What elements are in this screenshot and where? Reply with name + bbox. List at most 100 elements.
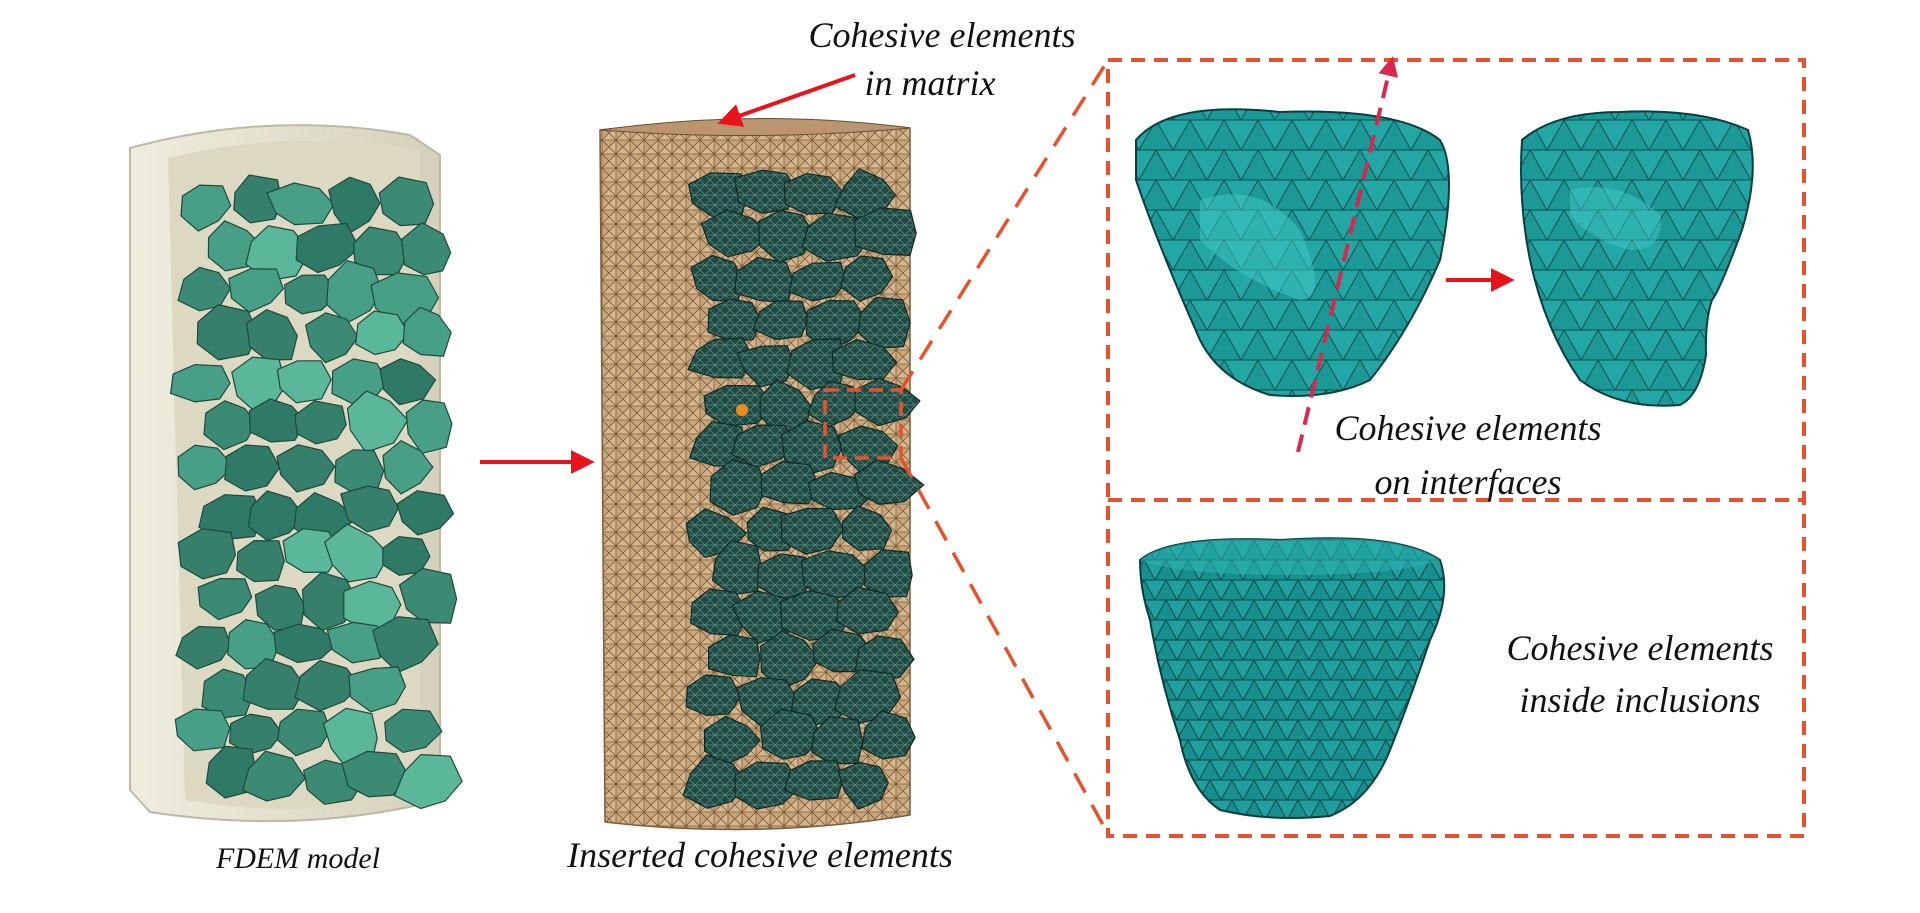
inserted-aggregates xyxy=(682,168,925,810)
aggregate-grain xyxy=(201,668,255,719)
aggregate-grain xyxy=(355,310,410,356)
inclusion-internal-mesh xyxy=(1138,537,1446,819)
aggregate-grain xyxy=(783,760,844,801)
aggregate-grain xyxy=(863,549,913,598)
aggregate-grain xyxy=(837,761,889,810)
aggregate-grain xyxy=(242,657,307,710)
aggregate-grain xyxy=(734,169,797,215)
aggregate-grain xyxy=(841,504,893,552)
aggregate-grain xyxy=(328,176,381,235)
aggregate-grain xyxy=(248,398,307,443)
aggregate-grain xyxy=(398,567,458,624)
aggregate-grain xyxy=(228,268,284,313)
caption-fdem-model: FDEM model xyxy=(215,842,381,875)
aggregate-grain xyxy=(266,182,335,226)
caption-inserted: Inserted cohesive elements xyxy=(567,835,953,875)
aggregate-grain xyxy=(228,713,284,755)
aggregate-grain xyxy=(276,708,331,757)
aggregate-grain xyxy=(284,274,339,315)
aggregate-grain xyxy=(245,225,311,282)
aggregate-grain xyxy=(198,494,263,541)
aggregate-grain xyxy=(711,539,763,596)
aggregate-grain xyxy=(861,710,916,760)
aggregate-grain xyxy=(384,708,443,754)
aggregate-grain xyxy=(175,625,232,670)
aggregate-grain xyxy=(405,399,453,454)
aggregate-grain xyxy=(379,358,437,406)
zoom-box xyxy=(823,388,903,460)
aggregate-grain xyxy=(326,621,388,664)
aggregate-grain xyxy=(854,207,917,257)
aggregate-grain xyxy=(242,750,307,802)
aggregate-grain xyxy=(853,459,925,505)
aggregate-grain xyxy=(294,659,361,712)
aggregate-grain xyxy=(169,363,231,403)
aggregate-grain xyxy=(707,298,763,342)
aggregate-grain xyxy=(341,750,410,798)
label-inclusions-line1: Cohesive elements xyxy=(1506,628,1774,668)
aggregate-grain xyxy=(811,716,864,765)
aggregate-grain xyxy=(294,400,347,445)
aggregate-grain xyxy=(382,439,434,495)
aggregate-grain xyxy=(788,261,847,302)
aggregate-grain xyxy=(757,209,814,264)
aggregate-grain xyxy=(807,380,863,428)
aggregate-grain xyxy=(730,424,796,469)
aggregate-grain xyxy=(348,666,407,713)
aggregate-grain xyxy=(836,586,900,635)
aggregate-grain xyxy=(236,539,285,583)
aggregate-grain xyxy=(295,222,361,274)
aggregate-grain xyxy=(246,309,298,361)
aggregate-grain xyxy=(759,708,823,760)
zoom-line-top xyxy=(899,59,1110,391)
label-interfaces-line1: Cohesive elements xyxy=(1334,408,1602,448)
label-matrix-line2: in matrix xyxy=(864,63,996,103)
fdem-model-cylinder xyxy=(129,124,463,823)
aggregate-grain xyxy=(752,300,809,341)
aggregate-grain xyxy=(401,221,452,276)
aggregate-grain xyxy=(177,444,235,491)
inclusion-after-split xyxy=(1520,110,1754,407)
fdem-aggregates xyxy=(169,174,463,810)
aggregate-grain xyxy=(402,306,452,357)
aggregate-grain xyxy=(396,490,455,536)
aggregate-grain xyxy=(734,761,803,810)
arrow-matrix-pointer xyxy=(717,73,856,127)
aggregate-grain xyxy=(372,616,439,674)
aggregate-grain xyxy=(393,753,463,810)
aggregate-grain xyxy=(203,400,257,451)
aggregate-grain xyxy=(174,708,231,752)
aggregate-grain xyxy=(273,623,340,664)
aggregate-grain xyxy=(687,337,755,379)
aggregate-grain xyxy=(700,209,772,258)
mesh-top xyxy=(599,118,911,137)
aggregate-grain xyxy=(177,528,237,580)
aggregate-grain xyxy=(197,577,253,621)
aggregate-grain xyxy=(780,507,845,555)
aggregate-grain xyxy=(682,754,748,809)
detail-frame xyxy=(1106,58,1806,838)
aggregate-grain xyxy=(326,259,384,324)
label-inclusions-line2: inside inclusions xyxy=(1519,680,1761,720)
aggregate-grain xyxy=(304,312,359,364)
aggregate-grain xyxy=(323,523,391,583)
aggregate-grain xyxy=(276,360,332,404)
aggregate-grain xyxy=(196,304,259,361)
label-matrix-line1: Cohesive elements xyxy=(808,15,1076,55)
aggregate-grain xyxy=(346,390,409,453)
aggregate-grain xyxy=(247,490,306,542)
aggregate-grain xyxy=(233,174,283,224)
aggregate-grain xyxy=(707,634,761,678)
aggregate-grain xyxy=(760,460,819,505)
inclusion-before-split xyxy=(1135,56,1450,453)
label-interfaces-line2: on interfaces xyxy=(1374,462,1562,502)
aggregate-grain xyxy=(340,485,400,533)
aggregate-grain xyxy=(180,184,232,232)
cut-plane xyxy=(1296,56,1398,453)
aggregate-grain xyxy=(840,255,894,302)
aggregate-grain xyxy=(276,444,336,493)
aggregate-grain xyxy=(857,296,911,350)
aggregate-grain xyxy=(685,674,742,717)
